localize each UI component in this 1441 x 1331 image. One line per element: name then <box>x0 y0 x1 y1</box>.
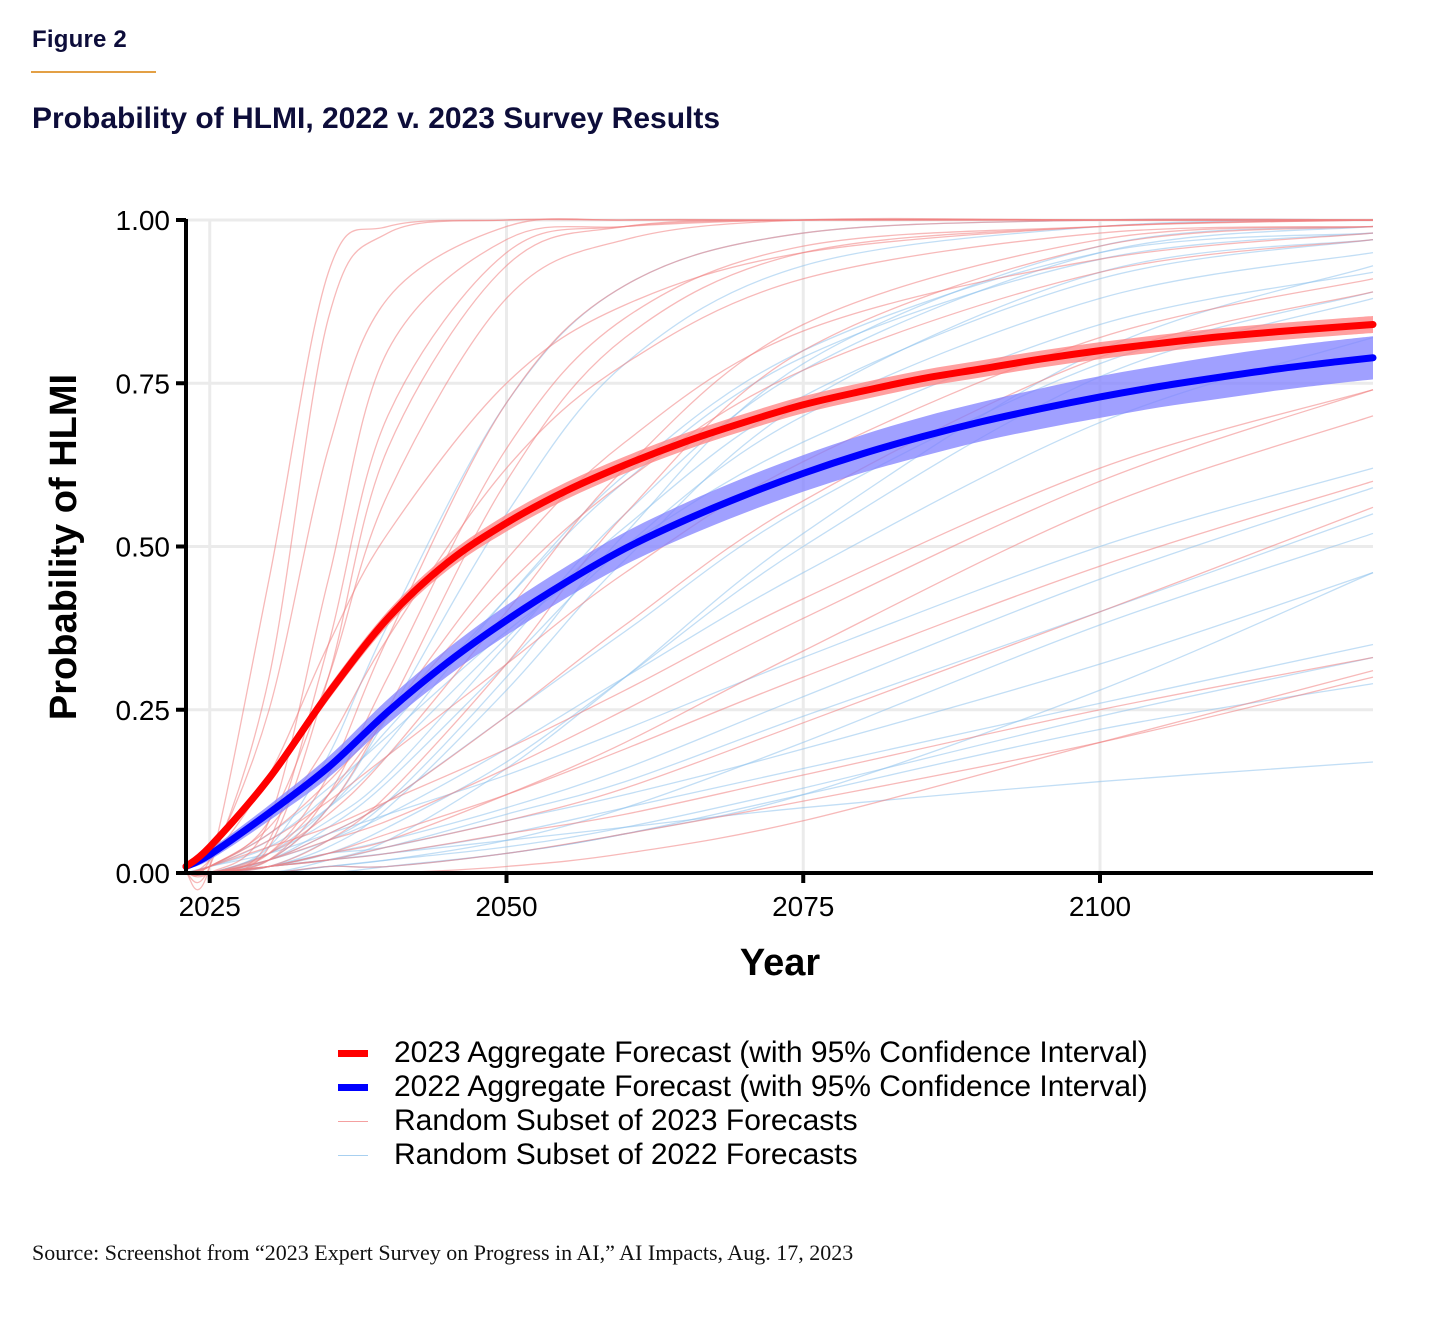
forecast-line-2023 <box>185 218 1374 876</box>
y-tick-label: 0.75 <box>116 368 171 399</box>
aggregate-line-2023 <box>182 320 1377 870</box>
forecast-line-2022 <box>186 656 1374 875</box>
forecast-line-2023 <box>185 232 1374 876</box>
source-note: Source: Screenshot from “2023 Expert Sur… <box>32 1240 854 1265</box>
legend-key-thick-blue <box>338 1083 368 1091</box>
legend-label: Random Subset of 2022 Forecasts <box>394 1138 858 1171</box>
legend-label: Random Subset of 2023 Forecasts <box>394 1104 858 1137</box>
x-axis-title: Year <box>740 942 821 984</box>
individual-forecast-lines <box>185 217 1374 891</box>
forecast-line-2023 <box>185 225 1374 876</box>
figure-title: Probability of HLMI, 2022 v. 2023 Survey… <box>32 102 721 135</box>
y-axis-title: Probability of HLMI <box>43 374 85 720</box>
legend-key-thin-blue <box>338 1154 368 1156</box>
legend-item-2022-subset: Random Subset of 2022 Forecasts <box>338 1138 1148 1172</box>
forecast-line-2022 <box>186 265 1374 875</box>
y-tick-label: 0.25 <box>116 695 171 726</box>
x-tick-label: 2025 <box>179 891 241 922</box>
x-tick-label: 2075 <box>772 891 834 922</box>
confidence-bands <box>186 315 1373 870</box>
forecast-line-2023 <box>185 219 1374 875</box>
axes: 0.00 0.25 0.50 0.75 1.00 2025 2050 2075 2100 <box>116 205 1373 922</box>
legend-item-2022-aggregate: 2022 Aggregate Forecast (with 95% Confid… <box>338 1070 1148 1104</box>
aggregate-line-2022 <box>182 354 1377 870</box>
forecast-line-2023 <box>185 656 1374 875</box>
y-tick-label: 0.00 <box>116 858 171 889</box>
legend-label: 2023 Aggregate Forecast (with 95% Confid… <box>394 1036 1148 1069</box>
aggregate-forecast-lines <box>182 320 1377 870</box>
x-tick-label: 2100 <box>1069 891 1131 922</box>
legend-key-thick-red <box>338 1049 368 1057</box>
y-tick-label: 0.50 <box>116 532 171 563</box>
chart-legend: 2023 Aggregate Forecast (with 95% Confid… <box>338 1036 1148 1172</box>
legend-item-2023-aggregate: 2023 Aggregate Forecast (with 95% Confid… <box>338 1036 1148 1070</box>
legend-label: 2022 Aggregate Forecast (with 95% Confid… <box>394 1070 1148 1103</box>
y-tick-label: 1.00 <box>116 205 171 236</box>
figure-label: Figure 2 <box>32 26 127 53</box>
legend-key-thin-red <box>338 1120 368 1122</box>
hlmi-line-chart: 0.00 0.25 0.50 0.75 1.00 2025 2050 2075 2100 Pro… <box>43 205 1377 984</box>
forecast-line-2023 <box>185 225 1374 874</box>
confidence-band-2022 <box>186 336 1373 870</box>
figure-label-underline <box>31 71 156 73</box>
forecast-line-2023 <box>185 389 1374 874</box>
forecast-line-2023 <box>186 669 1374 875</box>
forecast-line-2023 <box>185 238 1374 874</box>
x-tick-label: 2050 <box>475 891 537 922</box>
legend-item-2023-subset: Random Subset of 2023 Forecasts <box>338 1104 1148 1138</box>
